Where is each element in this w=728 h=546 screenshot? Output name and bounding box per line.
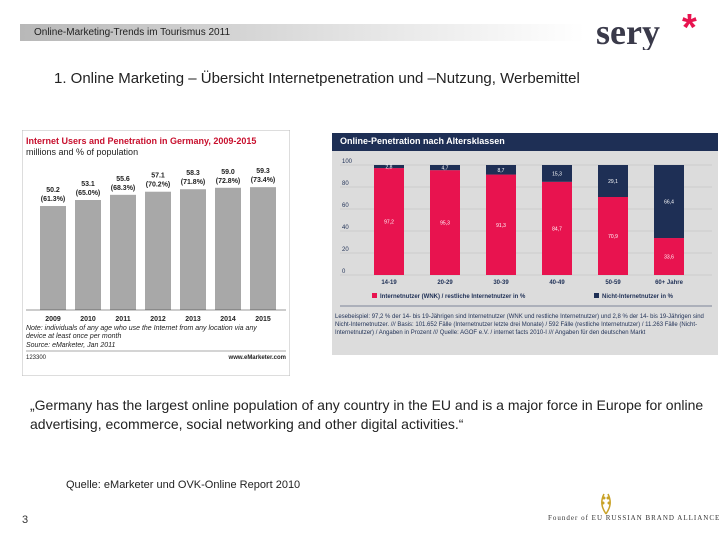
bar-users-label: 70,9 bbox=[608, 234, 618, 240]
bar-users-30-39 bbox=[486, 174, 516, 275]
bar-nonusers-50-59 bbox=[598, 165, 628, 198]
bar-percent-label: (61.3%) bbox=[41, 196, 66, 203]
bar-users-label: 97,2 bbox=[384, 220, 394, 226]
bar-nonusers-label: 66,4 bbox=[664, 200, 674, 206]
bar-nonusers-20-29 bbox=[430, 165, 460, 171]
x-tick-label: 2013 bbox=[185, 316, 201, 323]
x-tick-label: 50-59 bbox=[605, 280, 621, 286]
chart-brand: www.eMarketer.com bbox=[228, 355, 286, 361]
online-penetration-chart: 0 20 40 60 80 100 97,2 2,8 14-19 95,3 4,7 20-29 91,… bbox=[340, 159, 712, 307]
bar-nonusers-label: 8,7 bbox=[498, 168, 505, 174]
bar-2015 bbox=[250, 187, 276, 310]
bar-nonusers-label: 29,1 bbox=[608, 179, 618, 185]
logo-text: sery bbox=[596, 12, 660, 50]
x-tick-label: 2014 bbox=[220, 316, 236, 323]
x-tick-label: 2011 bbox=[115, 316, 130, 323]
x-tick-label: 40-49 bbox=[549, 280, 565, 286]
bar-users-60+ Jahre bbox=[654, 238, 684, 275]
internet-users-chart: Internet Users and Penetration in German… bbox=[22, 130, 290, 376]
page-title: 1. Online Marketing – Übersicht Internet… bbox=[54, 70, 580, 87]
bar-percent-label: (73.4%) bbox=[251, 177, 276, 184]
bar-percent-label: (68.3%) bbox=[111, 185, 136, 192]
bar-percent-label: (71.8%) bbox=[181, 179, 206, 186]
bar-2012 bbox=[145, 191, 171, 310]
x-tick-label: 2010 bbox=[80, 316, 96, 323]
x-tick-label: 20-29 bbox=[437, 280, 453, 286]
bar-nonusers-label: 15,3 bbox=[552, 171, 562, 177]
bar-percent-label: (70.2%) bbox=[146, 182, 171, 189]
bar-value-label: 58.3 bbox=[186, 170, 200, 177]
y-tick-label: 40 bbox=[342, 225, 349, 231]
quote-text: „Germany has the largest online populati… bbox=[30, 397, 704, 432]
bar-users-50-59 bbox=[598, 197, 628, 275]
x-tick-label: 2012 bbox=[150, 316, 166, 323]
legend-swatch-nonusers bbox=[594, 293, 599, 298]
bar-2011 bbox=[110, 194, 136, 310]
x-tick-label: 14-19 bbox=[381, 280, 397, 286]
source-text: Quelle: eMarketer und OVK-Online Report … bbox=[66, 479, 301, 491]
online-penetration-footnote: Lesebeispiel: 97,2 % der 14- bis 19-Jähr… bbox=[335, 314, 704, 336]
x-tick-label: 60+ Jahre bbox=[655, 280, 684, 286]
y-tick-label: 80 bbox=[342, 181, 349, 187]
bar-value-label: 59.3 bbox=[256, 168, 270, 175]
bar-value-label: 55.6 bbox=[116, 176, 130, 183]
bar-percent-label: (72.8%) bbox=[216, 178, 241, 185]
legend-label-users: Internetnutzer (WNK) / restliche Interne… bbox=[380, 294, 526, 300]
bar-users-20-29 bbox=[430, 170, 460, 275]
bar-users-label: 95,3 bbox=[440, 221, 450, 227]
bar-nonusers-40-49 bbox=[542, 165, 572, 182]
logo-star: * bbox=[682, 10, 697, 49]
sery-logo: sery * bbox=[596, 10, 697, 50]
page-number: 3 bbox=[22, 514, 29, 526]
bar-value-label: 57.1 bbox=[151, 173, 165, 180]
chart-subtitle: millions and % of population bbox=[26, 147, 138, 157]
bar-users-label: 33,6 bbox=[664, 255, 674, 261]
header-bar bbox=[20, 24, 585, 41]
bar-2009 bbox=[40, 206, 66, 310]
legend-swatch-users bbox=[372, 293, 377, 298]
bar-value-label: 50.2 bbox=[46, 187, 60, 194]
bar-nonusers-label: 2,8 bbox=[386, 165, 393, 171]
chart-note-2: device at least once per month bbox=[26, 333, 121, 340]
bar-nonusers-60+ Jahre bbox=[654, 165, 684, 239]
header-title: Online-Marketing-Trends im Tourismus 201… bbox=[34, 27, 231, 38]
y-tick-label: 20 bbox=[342, 247, 349, 253]
bar-nonusers-label: 4,7 bbox=[442, 166, 449, 172]
footer-text: Founder of EU RUSSIAN BRAND ALLIANCE bbox=[548, 514, 721, 522]
x-tick-label: 30-39 bbox=[493, 280, 509, 286]
x-tick-label: 2015 bbox=[255, 316, 271, 323]
y-tick-label: 0 bbox=[342, 269, 346, 275]
bar-users-40-49 bbox=[542, 181, 572, 275]
bar-2010 bbox=[75, 200, 101, 310]
y-tick-label: 60 bbox=[342, 203, 349, 209]
chart-id: 123300 bbox=[26, 355, 47, 361]
chart-title: Internet Users and Penetration in German… bbox=[26, 136, 256, 146]
laurel-icon bbox=[601, 493, 611, 515]
bar-percent-label: (65.0%) bbox=[76, 190, 101, 197]
bar-users-label: 91,3 bbox=[496, 223, 506, 229]
legend-label-nonusers: Nicht-Internetnutzer in % bbox=[602, 294, 674, 300]
bar-value-label: 59.0 bbox=[221, 169, 235, 176]
bar-2013 bbox=[180, 189, 206, 310]
y-tick-label: 100 bbox=[342, 159, 353, 165]
bar-value-label: 53.1 bbox=[81, 181, 95, 188]
x-tick-label: 2009 bbox=[45, 316, 61, 323]
bar-2014 bbox=[215, 187, 241, 310]
bar-nonusers-30-39 bbox=[486, 165, 516, 175]
chart-source: Source: eMarketer, Jan 2011 bbox=[26, 342, 115, 349]
bar-users-label: 84,7 bbox=[552, 226, 562, 232]
online-penetration-title: Online-Penetration nach Altersklassen bbox=[332, 133, 718, 151]
chart-note: Note: individuals of any age who use the… bbox=[26, 325, 257, 332]
bar-users-14-19 bbox=[374, 168, 404, 275]
bar-nonusers-14-19 bbox=[374, 165, 404, 169]
